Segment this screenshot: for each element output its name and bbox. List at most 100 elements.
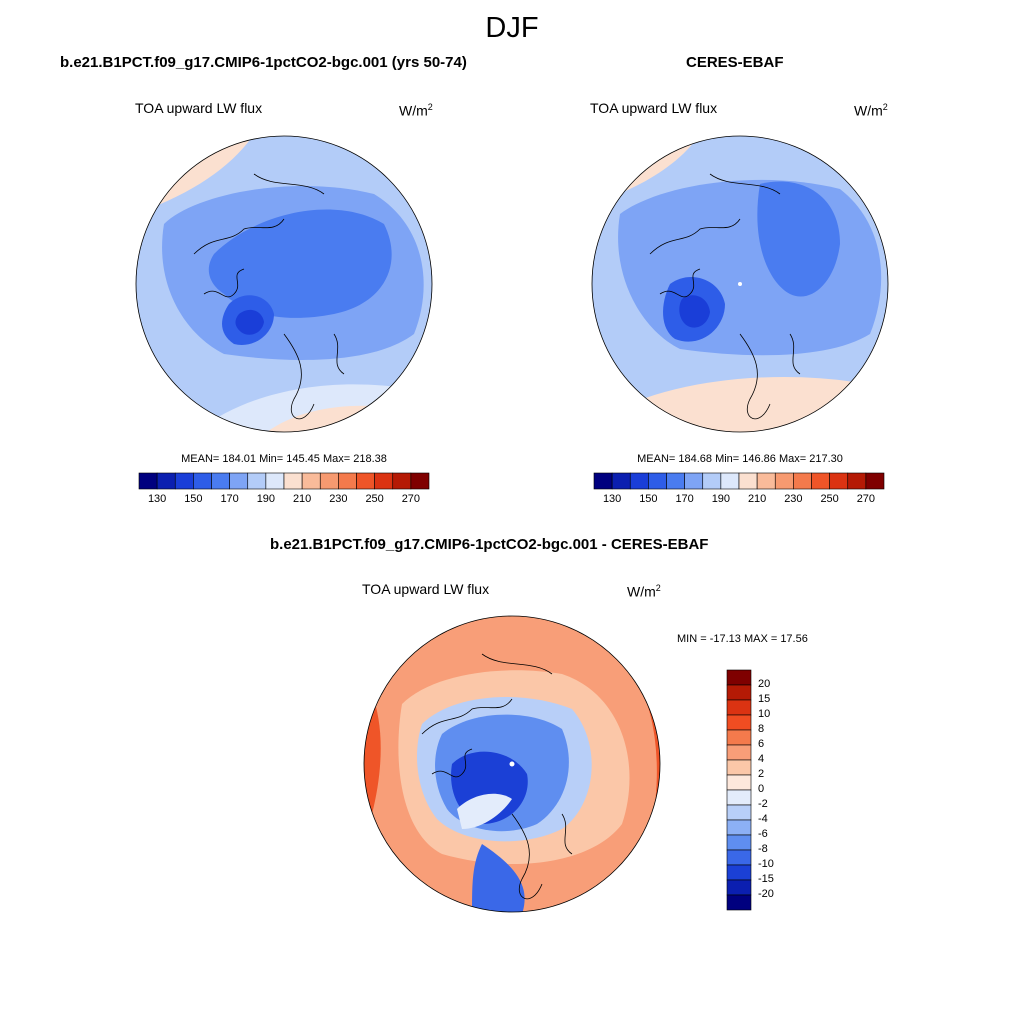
panel1-colorbar-tick-label: 190	[256, 493, 276, 505]
panel2-colorbar-tick-label: 150	[639, 493, 658, 505]
panel1-colorbar-tick-label: 270	[401, 493, 421, 505]
diff-colorbar-tick-label: 8	[758, 723, 765, 735]
diff-colorbar-swatch	[726, 759, 752, 776]
panel1-colorbar-swatch	[410, 472, 430, 490]
panel1-colorbar-swatch	[356, 472, 375, 490]
diff-colorbar-swatch	[726, 894, 752, 911]
panel1-colorbar-ticks: 130 150 170 190 210 230 250 270	[139, 493, 429, 507]
panel2-colorbar-swatch	[648, 472, 667, 490]
panel2-variable-label: TOA upward LW flux	[590, 100, 718, 116]
panel2-colorbar-swatch	[702, 472, 722, 490]
panel1-colorbar-swatch	[392, 472, 412, 490]
diff-colorbar-tick-label: 10	[758, 708, 771, 720]
panel2-colorbar-swatch	[847, 472, 867, 490]
panel2-colorbar-swatch	[720, 472, 740, 490]
panel2-colorbar	[593, 472, 885, 490]
panel2-colorbar-swatch	[829, 472, 849, 490]
diff-colorbar-swatch	[726, 744, 752, 761]
diff-colorbar-swatch	[726, 864, 752, 881]
diff-colorbar-tick-label: 20	[758, 678, 771, 690]
diff-colorbar-tick-label: -2	[758, 798, 768, 810]
panel1-unit-label: W/m2	[399, 102, 433, 119]
panel2-colorbar-tick-label: 170	[675, 493, 694, 505]
panel1-colorbar-tick-label: 150	[184, 493, 203, 505]
panel2-colorbar-swatch	[629, 472, 649, 490]
panel2-colorbar-tick-label: 250	[820, 493, 839, 505]
panel2-coastline	[649, 173, 801, 420]
panel1-colorbar-swatch	[374, 472, 394, 490]
panel1-colorbar-swatch	[211, 472, 230, 490]
diff-colorbar-tick-label: -10	[758, 858, 774, 870]
panel2-colorbar-swatch	[611, 472, 631, 490]
panel2-pole-marker	[738, 282, 742, 286]
diff-colorbar-tick-label: 6	[758, 738, 765, 750]
panel2-colorbar-tick-label: 130	[602, 493, 622, 505]
diff-colorbar-swatch	[726, 879, 752, 896]
diff-colorbar-tick-label: -20	[758, 888, 774, 900]
panel2-colorbar-tick-label: 270	[856, 493, 876, 505]
panel2-colorbar-swatch	[684, 472, 704, 490]
panel2-colorbar-swatch	[865, 472, 885, 490]
panel1-colorbar-swatch	[193, 472, 212, 490]
diff-minmax: MIN = -17.13 MAX = 17.56	[677, 633, 808, 645]
diff-streak-artifact	[457, 793, 512, 829]
panel1-colorbar-swatch	[319, 472, 339, 490]
panel2-field-core	[679, 295, 710, 328]
diff-colorbar-tick-label: -6	[758, 828, 768, 840]
diff-coastline	[421, 653, 573, 900]
diff-variable-label: TOA upward LW flux	[362, 581, 490, 597]
panel1-title: b.e21.B1PCT.f09_g17.CMIP6-1pctCO2-bgc.00…	[60, 54, 467, 71]
panel1-field-low	[208, 209, 392, 318]
diff-colorbar-ticks: 20 15 10 8 6 4 2 0 -2 -4 -6 -8 -10 -15 -20	[758, 670, 798, 910]
diff-colorbar-tick-label: 0	[758, 783, 765, 795]
diff-colorbar-tick-label: 2	[758, 768, 765, 780]
panel1-colorbar-tick-label: 230	[329, 493, 348, 505]
diff-unit-label: W/m2	[627, 583, 661, 600]
panel1-map	[135, 135, 433, 433]
panel2-colorbar-swatch	[666, 472, 685, 490]
diff-colorbar-swatch	[726, 819, 752, 836]
panel1-colorbar-tick-label: 250	[365, 493, 384, 505]
season-title: DJF	[485, 12, 539, 44]
diff-colorbar-tick-label: -8	[758, 843, 768, 855]
diff-pole-marker	[509, 761, 515, 767]
panel1-colorbar-swatch	[301, 472, 321, 490]
diff-colorbar-swatch	[726, 789, 752, 806]
panel1-colorbar-swatch	[229, 472, 249, 490]
panel1-field-core	[235, 309, 264, 335]
diff-colorbar-swatch	[726, 684, 752, 701]
panel1-colorbar-tick-label: 210	[292, 493, 312, 505]
diff-colorbar-tick-label: 15	[758, 693, 771, 705]
panel1-colorbar-swatch	[247, 472, 267, 490]
diff-colorbar-swatch	[726, 834, 752, 851]
diff-colorbar-swatch	[726, 729, 752, 746]
panel1-colorbar-tick-label: 130	[147, 493, 167, 505]
panel2-colorbar-swatch	[793, 472, 812, 490]
panel1-colorbar	[138, 472, 430, 490]
diff-negative-bottom	[472, 844, 525, 912]
panel2-colorbar-swatch	[774, 472, 794, 490]
panel2-colorbar-tick-label: 190	[711, 493, 731, 505]
panel1-colorbar-swatch	[156, 472, 176, 490]
panel2-colorbar-swatch	[593, 472, 613, 490]
diff-map	[363, 615, 661, 913]
panel2-colorbar-swatch	[811, 472, 830, 490]
panel1-colorbar-swatch	[174, 472, 194, 490]
panel2-colorbar-swatch	[738, 472, 758, 490]
panel1-variable-label: TOA upward LW flux	[135, 100, 263, 116]
panel1-stats: MEAN= 184.01 Min= 145.45 Max= 218.38	[181, 453, 387, 465]
panel1-colorbar-swatch	[138, 472, 158, 490]
panel2-title: CERES-EBAF	[686, 54, 784, 71]
panel2-colorbar-ticks: 130 150 170 190 210 230 250 270	[594, 493, 884, 507]
panel1-colorbar-swatch	[283, 472, 303, 490]
diff-colorbar	[726, 669, 752, 911]
diff-colorbar-tick-label: -15	[758, 873, 774, 885]
panel2-unit-label: W/m2	[854, 102, 888, 119]
panel2-colorbar-tick-label: 210	[747, 493, 767, 505]
panel1-colorbar-tick-label: 170	[220, 493, 239, 505]
diff-title: b.e21.B1PCT.f09_g17.CMIP6-1pctCO2-bgc.00…	[270, 536, 709, 553]
diff-colorbar-swatch	[726, 774, 752, 791]
diff-colorbar-swatch	[726, 699, 752, 716]
diff-colorbar-swatch	[726, 669, 752, 686]
diff-colorbar-swatch	[726, 804, 752, 821]
